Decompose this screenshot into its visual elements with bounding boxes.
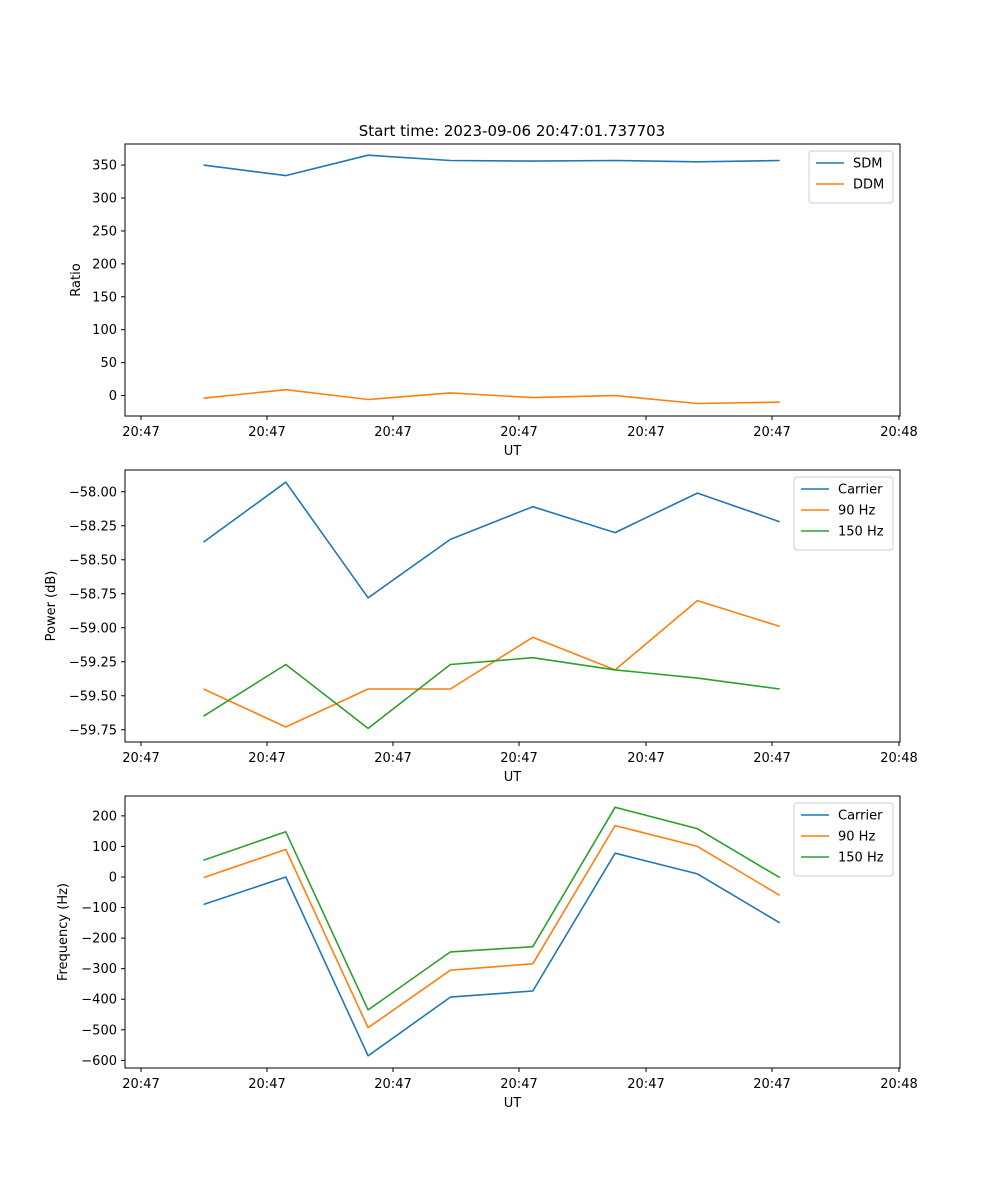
axes-frame [124, 795, 901, 1069]
legend-frame [808, 150, 894, 204]
x-tick-label: 20:47 [753, 425, 790, 440]
legend-label: DDM [853, 178, 884, 193]
x-tick-label: 20:47 [248, 425, 285, 440]
x-tick-label: 20:48 [880, 425, 917, 440]
x-tick-label: 20:47 [374, 425, 411, 440]
x-tick-label: 20:47 [627, 1077, 664, 1092]
x-axis-label: UT [504, 444, 522, 459]
x-tick-label: 20:47 [500, 751, 537, 766]
chart-panel-3: −600 −500 −400 −300 −200 −100 0 100 200 20:47 20:4… [56, 795, 918, 1111]
x-tick-label: 20:48 [880, 751, 917, 766]
x-tick-label: 20:47 [122, 425, 159, 440]
y-tick-label: 250 [92, 224, 117, 239]
y-tick-label: −600 [81, 1054, 117, 1069]
legend: Carrier 90 Hz 150 Hz [793, 476, 894, 551]
y-tick-label: 200 [92, 257, 117, 272]
x-axis-label: UT [504, 1096, 522, 1111]
x-tick-label: 20:47 [248, 1077, 285, 1092]
x-axis-label: UT [504, 770, 522, 785]
x-tick-label: 20:47 [753, 1077, 790, 1092]
series-line-150-hz [203, 656, 780, 730]
y-tick-label: −59.00 [69, 621, 117, 636]
figure-title: Start time: 2023-09-06 20:47:01.737703 [359, 122, 665, 140]
legend: Carrier 90 Hz 150 Hz [793, 802, 894, 877]
y-tick-label: 0 [109, 870, 117, 885]
y-tick-label: −500 [81, 1023, 117, 1038]
y-tick-label: −58.25 [69, 519, 117, 534]
legend-label: SDM [853, 157, 882, 172]
x-tick-label: 20:47 [248, 751, 285, 766]
y-tick-label: −58.75 [69, 587, 117, 602]
y-tick-label: 350 [92, 159, 117, 174]
y-axis-label: Ratio [69, 263, 84, 296]
y-tick-label: −58.00 [69, 485, 117, 500]
series-line-sdm [203, 154, 780, 177]
legend-label: 150 Hz [838, 851, 884, 866]
chart-panel-1: 0 50 100 150 200 250 300 350 20:47 20:47 20:47 20:4… [69, 143, 918, 459]
x-tick-label: 20:47 [500, 1077, 537, 1092]
x-tick-label: 20:47 [627, 425, 664, 440]
y-tick-label: 300 [92, 192, 117, 207]
series-line-150-hz [203, 806, 781, 1011]
axes-frame [124, 143, 901, 417]
y-axis-label: Power (dB) [44, 571, 59, 642]
y-axis-label: Frequency (Hz) [56, 883, 71, 981]
y-tick-label: 100 [92, 840, 117, 855]
y-tick-label: −59.75 [69, 723, 117, 738]
legend-label: 150 Hz [838, 525, 884, 540]
x-tick-label: 20:47 [374, 751, 411, 766]
legend-label: Carrier [838, 809, 883, 824]
x-tick-label: 20:47 [122, 751, 159, 766]
legend-label: Carrier [838, 483, 883, 498]
x-tick-label: 20:48 [880, 1077, 917, 1092]
y-tick-label: 150 [92, 290, 117, 305]
y-tick-label: −58.50 [69, 553, 117, 568]
legend: SDM DDM [808, 150, 894, 204]
y-tick-label: 50 [100, 356, 117, 371]
series-line-carrier [203, 852, 781, 1057]
y-tick-label: −100 [81, 901, 117, 916]
y-tick-label: −400 [81, 993, 117, 1008]
chart-panel-2: −59.75 −59.50 −59.25 −59.00 −58.75 −58.50 −58.… [44, 469, 918, 785]
y-tick-label: 100 [92, 323, 117, 338]
x-tick-label: 20:47 [500, 425, 537, 440]
y-tick-label: −59.50 [69, 689, 117, 704]
series-line-90-hz [203, 599, 780, 728]
x-tick-label: 20:47 [122, 1077, 159, 1092]
legend-label: 90 Hz [838, 504, 875, 519]
legend-label: 90 Hz [838, 830, 875, 845]
y-tick-label: 0 [109, 389, 117, 404]
x-tick-label: 20:47 [627, 751, 664, 766]
x-tick-label: 20:47 [753, 751, 790, 766]
series-line-ddm [203, 388, 780, 405]
series-line-carrier [203, 481, 780, 599]
x-tick-label: 20:47 [374, 1077, 411, 1092]
y-tick-label: −59.25 [69, 655, 117, 670]
y-tick-label: −200 [81, 932, 117, 947]
y-tick-label: 200 [92, 809, 117, 824]
y-tick-label: −300 [81, 962, 117, 977]
axes-frame [124, 469, 901, 743]
series-line-90-hz [203, 824, 781, 1029]
